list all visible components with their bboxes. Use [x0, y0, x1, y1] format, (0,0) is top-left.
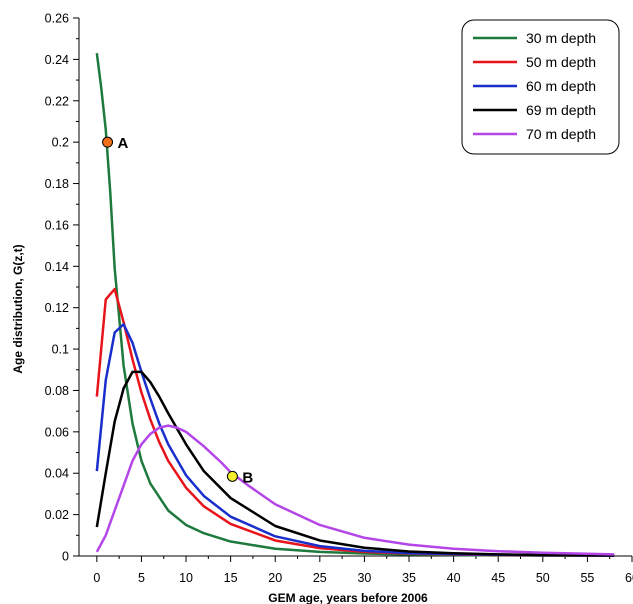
- y-tick-label: 0.24: [45, 53, 69, 67]
- y-tick-label: 0.14: [45, 260, 69, 274]
- x-axis-title: GEM age, years before 2006: [268, 591, 428, 604]
- y-tick-label: 0.04: [45, 467, 69, 481]
- x-tick-label: 40: [447, 571, 461, 585]
- y-axis-title: Age distribution, G(z,t): [11, 244, 25, 373]
- legend-label-50m: 50 m depth: [526, 54, 596, 70]
- x-tick-label: 5: [138, 571, 145, 585]
- annotation-point-a: [102, 136, 114, 148]
- y-tick-label: 0.12: [45, 301, 69, 315]
- series-line-60m: [95, 323, 615, 557]
- x-tick-label: 25: [313, 571, 327, 585]
- x-tick-label: 60: [625, 571, 633, 585]
- x-tick-label: 35: [402, 571, 416, 585]
- x-tick-label: 55: [580, 571, 594, 585]
- x-tick-label: 15: [224, 571, 238, 585]
- series-line-69m: [95, 370, 615, 557]
- legend-label-30m: 30 m depth: [526, 30, 596, 46]
- y-tick-label: 0.16: [45, 218, 69, 232]
- y-tick-label: 0.02: [45, 508, 69, 522]
- legend-label-70m: 70 m depth: [526, 126, 596, 142]
- x-axis-ticks: 0 5 10 15 20 25 30 35 40 45 50 55 60: [93, 556, 633, 585]
- annotation-layer: AB: [102, 135, 253, 486]
- y-tick-label: 0.18: [45, 177, 69, 191]
- y-tick-label: 0.1: [52, 343, 69, 357]
- series-layer: [95, 53, 615, 558]
- y-tick-label: 0.22: [45, 94, 69, 108]
- legend-label-60m: 60 m depth: [526, 78, 596, 94]
- y-tick-label: 0: [62, 550, 69, 564]
- y-tick-label: 0.26: [45, 12, 69, 26]
- legend-box: [461, 19, 620, 155]
- x-tick-label: 0: [93, 571, 100, 585]
- series-line-70m: [95, 424, 615, 556]
- x-tick-label: 45: [491, 571, 505, 585]
- legend-label-69m: 69 m depth: [526, 102, 596, 118]
- x-tick-label: 50: [536, 571, 550, 585]
- y-tick-label: 0.06: [45, 425, 69, 439]
- x-tick-label: 20: [268, 571, 282, 585]
- legend: 30 m depth 50 m depth 60 m depth 69 m de…: [461, 19, 620, 155]
- y-tick-label: 0.2: [52, 136, 69, 150]
- annotation-label-a: A: [118, 135, 129, 152]
- x-tick-label: 30: [357, 571, 371, 585]
- y-axis-ticks: 0 0.02 0.04 0.06 0.08 0.1 0.12 0.14 0.16 0.18 0.2 0…: [45, 12, 79, 564]
- annotation-label-b: B: [242, 469, 253, 486]
- y-tick-label: 0.08: [45, 384, 69, 398]
- x-tick-label: 10: [179, 571, 193, 585]
- annotation-point-b: [226, 470, 238, 482]
